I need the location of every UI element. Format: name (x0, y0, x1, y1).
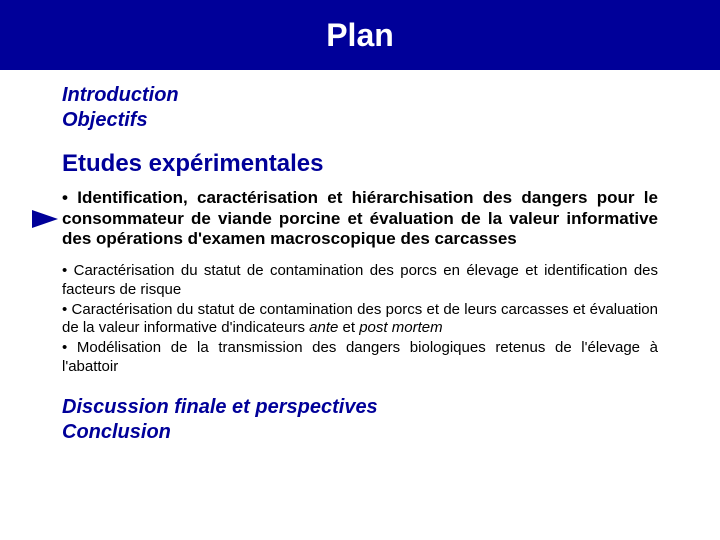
bullet-marker: • (62, 262, 67, 279)
intro-block: Introduction Objectifs (62, 84, 658, 132)
arrow-right-icon (32, 210, 58, 228)
bullet-marker: • (62, 339, 67, 356)
etudes-heading: Etudes expérimentales (62, 150, 658, 178)
sub-bullet-3: • Modélisation de la transmission des da… (62, 339, 658, 376)
sub-bullet-2-mid: et (338, 319, 359, 336)
sub-bullets: • Caractérisation du statut de contamina… (62, 262, 658, 376)
title-bar: Plan (0, 0, 720, 70)
content-area: Introduction Objectifs Etudes expériment… (0, 84, 720, 444)
slide-title: Plan (326, 17, 394, 54)
intro-line-objectifs: Objectifs (62, 109, 658, 132)
footer-block: Discussion finale et perspectives Conclu… (62, 396, 658, 444)
bullet-marker: • (62, 301, 67, 318)
bullet-marker: • (62, 188, 68, 207)
intro-line-introduction: Introduction (62, 84, 658, 107)
slide: Plan Introduction Objectifs Etudes expér… (0, 0, 720, 540)
sub-bullet-3-text: Modélisation de la transmission des dang… (62, 339, 658, 374)
sub-bullet-1: • Caractérisation du statut de contamina… (62, 262, 658, 299)
footer-discussion: Discussion finale et perspectives (62, 396, 658, 419)
sub-bullet-2-post: post mortem (359, 319, 442, 336)
main-bullet: • Identification, caractérisation et hié… (62, 188, 658, 250)
footer-conclusion: Conclusion (62, 421, 658, 444)
main-bullet-text: Identification, caractérisation et hiéra… (62, 188, 658, 248)
sub-bullet-2-ante: ante (309, 319, 338, 336)
sub-bullet-1-text: Caractérisation du statut de contaminati… (62, 262, 658, 297)
sub-bullet-2: • Caractérisation du statut de contamina… (62, 301, 658, 338)
